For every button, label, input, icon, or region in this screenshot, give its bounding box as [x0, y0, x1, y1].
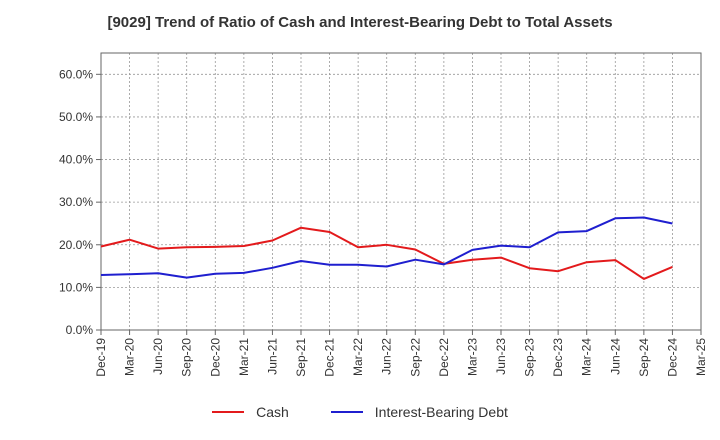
- x-tick-label: Jun-20: [151, 338, 165, 375]
- x-tick-label: Jun-24: [608, 338, 622, 375]
- legend-item-cash: Cash: [212, 404, 289, 420]
- x-tick-label: Jun-22: [380, 338, 394, 375]
- y-tick-label: 60.0%: [59, 67, 93, 81]
- x-tick-label: Sep-24: [637, 338, 651, 377]
- x-tick-label: Sep-22: [408, 338, 422, 377]
- x-tick-label: Dec-22: [437, 338, 451, 377]
- series-lines: [100, 216, 673, 280]
- plot-area: [101, 53, 701, 330]
- y-tick-label: 50.0%: [59, 110, 93, 124]
- x-tick-label: Sep-23: [523, 338, 537, 377]
- legend-label-debt: Interest-Bearing Debt: [374, 404, 508, 420]
- series-line-debt: [100, 216, 673, 279]
- x-tick-label: Mar-20: [123, 338, 137, 376]
- legend: Cash Interest-Bearing Debt: [0, 404, 720, 420]
- x-tick-label: Mar-22: [351, 338, 365, 376]
- legend-swatch-debt: [330, 411, 363, 413]
- y-tick-label: 0.0%: [66, 323, 94, 337]
- legend-label-cash: Cash: [256, 404, 289, 420]
- grid-lines: [101, 53, 702, 330]
- x-tick-label: Mar-24: [580, 338, 594, 376]
- y-tick-label: 30.0%: [59, 195, 93, 209]
- x-tick-label: Dec-20: [208, 338, 222, 377]
- x-tick-label: Dec-21: [323, 338, 337, 377]
- chart-title: [9029] Trend of Ratio of Cash and Intere…: [107, 14, 613, 31]
- x-tick-label: Dec-19: [94, 338, 108, 377]
- legend-item-debt: Interest-Bearing Debt: [330, 404, 508, 420]
- series-line-cash: [100, 226, 673, 280]
- x-tick-label: Mar-21: [237, 338, 251, 376]
- y-tick-label: 10.0%: [59, 280, 93, 294]
- tick-labels: 0.0% 10.0% 20.0% 30.0% 40.0% 50.0% 60.0% Dec-19…: [59, 67, 708, 376]
- x-tick-label: Jun-21: [265, 338, 279, 375]
- legend-swatch-cash: [212, 411, 245, 413]
- x-tick-label: Sep-21: [294, 338, 308, 377]
- y-tick-label: 40.0%: [59, 153, 93, 167]
- x-tick-label: Jun-23: [494, 338, 508, 375]
- x-tick-label: Mar-25: [694, 338, 708, 376]
- y-tick-label: 20.0%: [59, 238, 93, 252]
- x-tick-label: Dec-23: [551, 338, 565, 377]
- x-tick-label: Mar-23: [465, 338, 479, 376]
- plot-border: [100, 52, 702, 331]
- axes: [96, 52, 702, 335]
- x-tick-label: Sep-20: [180, 338, 194, 377]
- x-tick-label: Dec-24: [665, 338, 679, 377]
